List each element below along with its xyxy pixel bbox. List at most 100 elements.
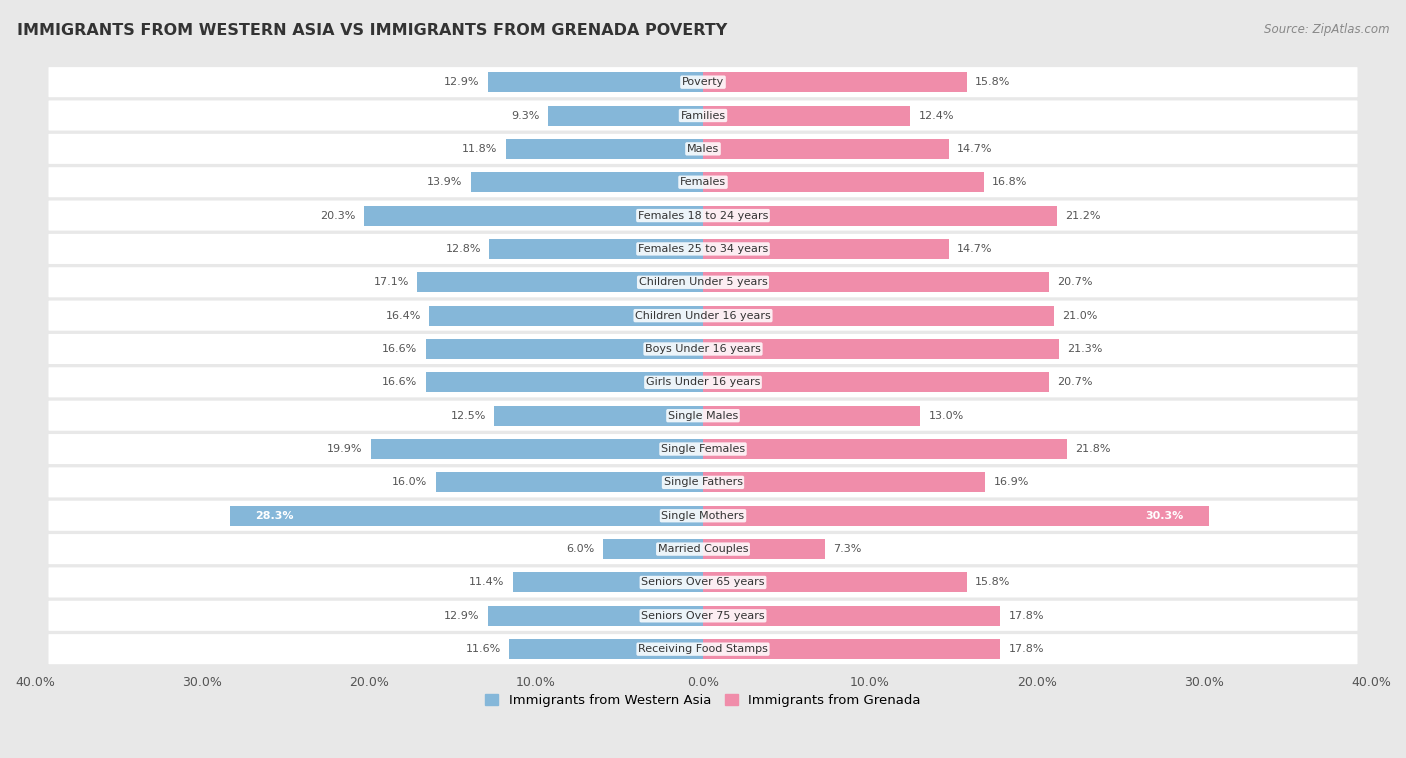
Text: 16.6%: 16.6%: [382, 344, 418, 354]
FancyBboxPatch shape: [48, 166, 1358, 199]
Text: 21.3%: 21.3%: [1067, 344, 1102, 354]
FancyBboxPatch shape: [48, 399, 1358, 432]
Text: 17.8%: 17.8%: [1008, 611, 1045, 621]
Bar: [364, 205, 703, 226]
Text: Married Couples: Married Couples: [658, 544, 748, 554]
FancyBboxPatch shape: [48, 366, 1358, 399]
Bar: [703, 406, 920, 426]
Text: 12.9%: 12.9%: [444, 611, 479, 621]
Text: 16.8%: 16.8%: [993, 177, 1028, 187]
Text: 6.0%: 6.0%: [567, 544, 595, 554]
Bar: [703, 472, 986, 493]
Text: Single Males: Single Males: [668, 411, 738, 421]
Text: 14.7%: 14.7%: [957, 244, 993, 254]
Text: 12.4%: 12.4%: [918, 111, 953, 121]
Text: Children Under 16 years: Children Under 16 years: [636, 311, 770, 321]
Bar: [436, 472, 703, 493]
Bar: [703, 339, 1059, 359]
FancyBboxPatch shape: [48, 233, 1358, 265]
Text: Boys Under 16 years: Boys Under 16 years: [645, 344, 761, 354]
Text: Seniors Over 75 years: Seniors Over 75 years: [641, 611, 765, 621]
Text: 11.6%: 11.6%: [465, 644, 501, 654]
Text: 12.9%: 12.9%: [444, 77, 479, 87]
FancyBboxPatch shape: [48, 466, 1358, 499]
Text: 9.3%: 9.3%: [510, 111, 540, 121]
Text: Families: Families: [681, 111, 725, 121]
Bar: [703, 272, 1049, 293]
Bar: [488, 72, 703, 92]
FancyBboxPatch shape: [48, 199, 1358, 232]
Text: Females 18 to 24 years: Females 18 to 24 years: [638, 211, 768, 221]
Bar: [703, 639, 1000, 659]
FancyBboxPatch shape: [48, 266, 1358, 299]
Bar: [703, 439, 1067, 459]
Text: Females 25 to 34 years: Females 25 to 34 years: [638, 244, 768, 254]
Bar: [703, 239, 949, 259]
FancyBboxPatch shape: [48, 533, 1358, 565]
FancyBboxPatch shape: [48, 66, 1358, 99]
Text: IMMIGRANTS FROM WESTERN ASIA VS IMMIGRANTS FROM GRENADA POVERTY: IMMIGRANTS FROM WESTERN ASIA VS IMMIGRAN…: [17, 23, 727, 38]
FancyBboxPatch shape: [48, 433, 1358, 465]
Text: Seniors Over 65 years: Seniors Over 65 years: [641, 578, 765, 587]
Text: 19.9%: 19.9%: [326, 444, 363, 454]
Text: 30.3%: 30.3%: [1146, 511, 1184, 521]
Bar: [371, 439, 703, 459]
Bar: [426, 339, 703, 359]
Text: 21.0%: 21.0%: [1062, 311, 1098, 321]
Bar: [703, 372, 1049, 393]
Bar: [703, 606, 1000, 626]
Bar: [703, 139, 949, 159]
FancyBboxPatch shape: [48, 633, 1358, 666]
Text: 12.5%: 12.5%: [450, 411, 486, 421]
Bar: [703, 506, 1209, 526]
Bar: [703, 72, 967, 92]
Text: Females: Females: [681, 177, 725, 187]
Bar: [703, 205, 1057, 226]
Bar: [429, 305, 703, 326]
Bar: [489, 239, 703, 259]
Text: 17.1%: 17.1%: [374, 277, 409, 287]
Bar: [488, 606, 703, 626]
FancyBboxPatch shape: [48, 99, 1358, 132]
FancyBboxPatch shape: [48, 500, 1358, 532]
Text: Receiving Food Stamps: Receiving Food Stamps: [638, 644, 768, 654]
Text: Poverty: Poverty: [682, 77, 724, 87]
Legend: Immigrants from Western Asia, Immigrants from Grenada: Immigrants from Western Asia, Immigrants…: [485, 694, 921, 707]
Text: 15.8%: 15.8%: [976, 77, 1011, 87]
Bar: [231, 506, 703, 526]
Text: 11.8%: 11.8%: [463, 144, 498, 154]
Text: Source: ZipAtlas.com: Source: ZipAtlas.com: [1264, 23, 1389, 36]
Text: 16.9%: 16.9%: [994, 478, 1029, 487]
Text: Girls Under 16 years: Girls Under 16 years: [645, 377, 761, 387]
Bar: [603, 539, 703, 559]
Text: 14.7%: 14.7%: [957, 144, 993, 154]
Text: 12.8%: 12.8%: [446, 244, 481, 254]
Text: Males: Males: [688, 144, 718, 154]
FancyBboxPatch shape: [48, 600, 1358, 632]
Text: 20.7%: 20.7%: [1057, 377, 1092, 387]
Bar: [418, 272, 703, 293]
Bar: [703, 172, 984, 193]
Text: Single Fathers: Single Fathers: [664, 478, 742, 487]
FancyBboxPatch shape: [48, 299, 1358, 332]
Bar: [703, 105, 910, 126]
Text: 20.7%: 20.7%: [1057, 277, 1092, 287]
Bar: [506, 139, 703, 159]
FancyBboxPatch shape: [48, 566, 1358, 599]
Text: Children Under 5 years: Children Under 5 years: [638, 277, 768, 287]
Text: 11.4%: 11.4%: [468, 578, 505, 587]
Bar: [703, 305, 1053, 326]
Text: Single Mothers: Single Mothers: [661, 511, 745, 521]
Bar: [548, 105, 703, 126]
Text: 13.9%: 13.9%: [427, 177, 463, 187]
Text: 21.2%: 21.2%: [1066, 211, 1101, 221]
FancyBboxPatch shape: [48, 133, 1358, 165]
Bar: [426, 372, 703, 393]
Text: 13.0%: 13.0%: [928, 411, 963, 421]
Text: 21.8%: 21.8%: [1076, 444, 1111, 454]
Text: 16.0%: 16.0%: [392, 478, 427, 487]
Text: 28.3%: 28.3%: [256, 511, 294, 521]
Text: 20.3%: 20.3%: [321, 211, 356, 221]
Bar: [513, 572, 703, 593]
Bar: [703, 539, 825, 559]
